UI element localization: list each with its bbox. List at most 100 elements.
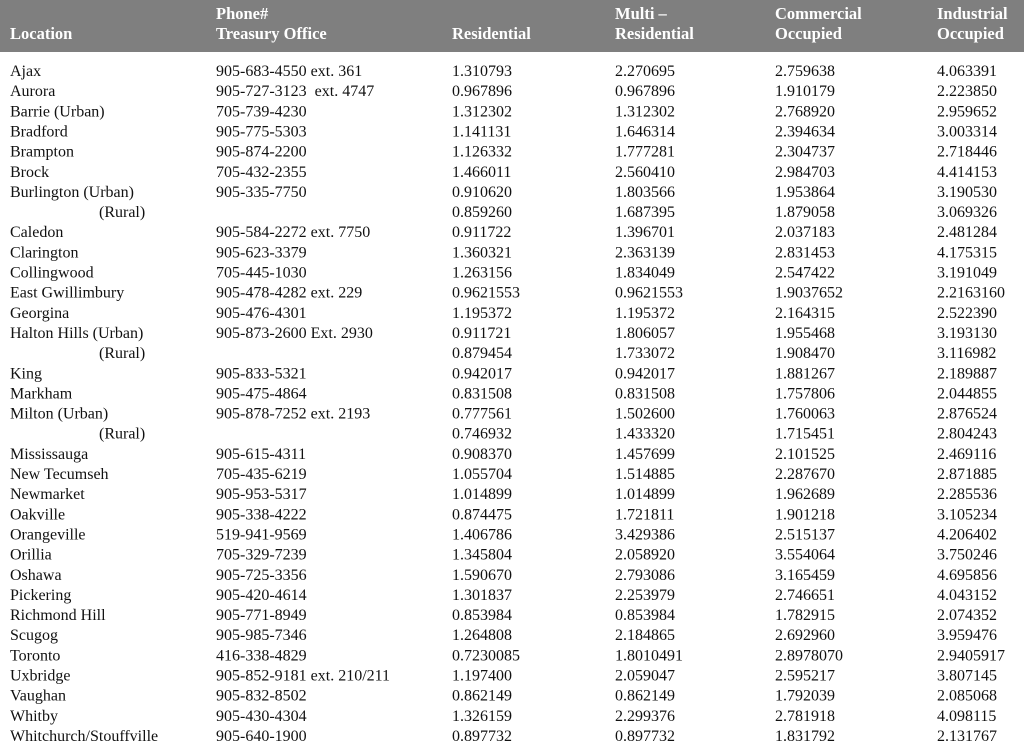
column-header: Occupied [937, 24, 1004, 43]
rate: 1.141131 [452, 123, 511, 140]
location: Vaughan [10, 688, 66, 705]
rate: 2.058920 [615, 547, 675, 564]
rate: 3.959476 [937, 627, 997, 644]
rate: 1.360321 [452, 244, 512, 261]
column-header: Phone# [216, 4, 269, 23]
rate: 4.414153 [937, 164, 997, 181]
rate: 4.695856 [937, 567, 997, 584]
column-header: Location [10, 24, 72, 43]
phone: 905-874-2200 [216, 144, 307, 161]
location: New Tecumseh [10, 466, 109, 483]
location: Burlington (Urban) [10, 184, 134, 201]
phone: 905-420-4614 [216, 587, 307, 604]
phone: 905-584-2272 ext. 7750 [216, 224, 370, 241]
rate: 3.165459 [775, 567, 835, 584]
rate: 1.055704 [452, 466, 512, 483]
rate: 0.897732 [615, 728, 675, 745]
column-header: Multi – [615, 4, 668, 23]
rate: 3.807145 [937, 668, 997, 685]
rate: 2.8978070 [775, 647, 843, 664]
rate: 2.746651 [775, 587, 835, 604]
rate: 2.299376 [615, 708, 675, 725]
location: Whitby [10, 708, 58, 725]
rate: 0.942017 [615, 365, 675, 382]
rate: 2.059047 [615, 668, 675, 685]
rate: 0.9621553 [452, 285, 520, 302]
rate: 1.803566 [615, 184, 675, 201]
location: Orangeville [10, 526, 86, 543]
phone: 905-832-8502 [216, 688, 307, 705]
phone: 905-476-4301 [216, 305, 307, 322]
rate: 4.206402 [937, 526, 997, 543]
rate: 2.270695 [615, 63, 675, 80]
rate: 2.984703 [775, 164, 835, 181]
location: Markham [10, 385, 73, 402]
location: Whitchurch/Stouffville [10, 728, 158, 745]
rate: 1.831792 [775, 728, 835, 745]
rate: 2.781918 [775, 708, 835, 725]
rate: 3.191049 [937, 265, 997, 282]
rate: 2.044855 [937, 385, 997, 402]
phone: 705-329-7239 [216, 547, 307, 564]
rate: 4.043152 [937, 587, 997, 604]
location: Toronto [10, 647, 60, 664]
phone: 905-623-3379 [216, 244, 307, 261]
rate: 0.874475 [452, 506, 512, 523]
rate: 2.037183 [775, 224, 835, 241]
location: Bradford [10, 123, 68, 140]
rate: 2.363139 [615, 244, 675, 261]
location: Aurora [10, 83, 55, 100]
location: Collingwood [10, 265, 94, 282]
rate: 0.967896 [452, 83, 512, 100]
location: (Rural) [99, 204, 145, 221]
rate: 0.9621553 [615, 285, 683, 302]
rate: 1.126332 [452, 144, 512, 161]
rate: 2.253979 [615, 587, 675, 604]
rate: 1.466011 [452, 164, 511, 181]
rate: 0.942017 [452, 365, 512, 382]
rate: 0.853984 [615, 607, 675, 624]
rate: 1.910179 [775, 83, 835, 100]
phone: 705-739-4230 [216, 103, 307, 120]
rate: 3.105234 [937, 506, 997, 523]
rate: 1.757806 [775, 385, 835, 402]
rate: 1.881267 [775, 365, 835, 382]
phone: 905-985-7346 [216, 627, 307, 644]
rate: 0.862149 [615, 688, 675, 705]
rate: 1.908470 [775, 345, 835, 362]
rate: 1.345804 [452, 547, 512, 564]
rate: 1.195372 [452, 305, 512, 322]
column-header: Commercial [775, 4, 862, 23]
location: Uxbridge [10, 668, 70, 685]
rate: 1.514885 [615, 466, 675, 483]
phone: 905-775-5303 [216, 123, 307, 140]
rate: 0.911721 [452, 325, 511, 342]
rate: 1.901218 [775, 506, 835, 523]
location: Caledon [10, 224, 63, 241]
rate: 3.554064 [775, 547, 835, 564]
location: Milton (Urban) [10, 406, 108, 423]
rate: 1.760063 [775, 406, 835, 423]
rate: 3.003314 [937, 123, 997, 140]
phone: 905-852-9181 ext. 210/211 [216, 668, 390, 685]
location: East Gwillimbury [10, 285, 124, 302]
rate: 1.264808 [452, 627, 512, 644]
rate: 0.897732 [452, 728, 512, 745]
rate: 2.101525 [775, 446, 835, 463]
phone: 905-430-4304 [216, 708, 307, 725]
rate: 0.910620 [452, 184, 512, 201]
rate: 1.406786 [452, 526, 512, 543]
rate: 0.967896 [615, 83, 675, 100]
rate: 2.595217 [775, 668, 835, 685]
location: Scugog [10, 627, 58, 644]
rate: 1.782915 [775, 607, 835, 624]
rate: 4.175315 [937, 244, 997, 261]
location: Brampton [10, 144, 74, 161]
rate: 0.7230085 [452, 647, 520, 664]
phone: 905-683-4550 ext. 361 [216, 63, 362, 80]
rate: 0.746932 [452, 426, 512, 443]
rate: 2.522390 [937, 305, 997, 322]
phone: 905-833-5321 [216, 365, 307, 382]
rate: 2.871885 [937, 466, 997, 483]
